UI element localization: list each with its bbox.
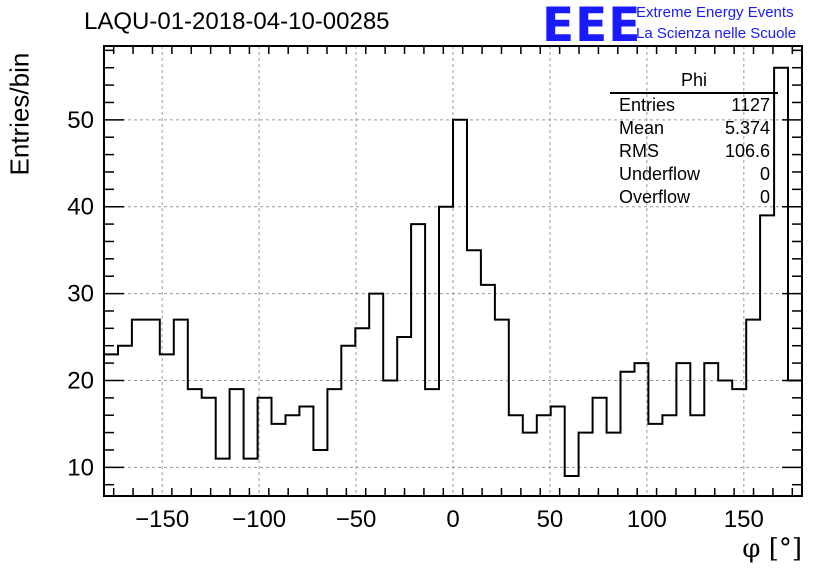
stats-title: Phi (610, 70, 778, 94)
stats-label: Mean (619, 118, 665, 138)
y-tick-label: 10 (67, 454, 94, 481)
stats-row-underflow: Underflow 0 (610, 163, 778, 186)
stats-label: RMS (619, 141, 659, 161)
x-tick-label: 50 (537, 506, 564, 533)
stats-row-overflow: Overflow 0 (610, 186, 778, 209)
stats-value: 1127 (731, 95, 770, 115)
y-tick-label: 50 (67, 107, 94, 134)
stats-row-entries: Entries 1127 (610, 94, 778, 117)
y-axis-label: Entries/bin (4, 52, 35, 176)
stats-label: Overflow (619, 187, 691, 207)
x-axis-label: φ [°] (742, 534, 802, 564)
histogram-outline (104, 66, 802, 477)
plot-title: LAQU-01-2018-04-10-00285 (84, 8, 390, 35)
stats-value: 5.374 (724, 118, 770, 138)
logo-line-2: La Scienza nelle Scuole (636, 25, 797, 42)
stats-label: Entries (619, 95, 676, 115)
tick-labels: −150 −100 −50 0 50 100 150 10 20 30 40 50 (67, 107, 764, 533)
axis-ticks (104, 46, 802, 496)
y-tick-label: 30 (67, 281, 94, 308)
stats-box: Phi Entries 1127 Mean 5.374 RMS 106.6 Un… (610, 70, 778, 209)
logo-line-1: Extreme Energy Events (636, 4, 794, 21)
x-tick-label: 150 (724, 506, 764, 533)
stats-row-rms: RMS 106.6 (610, 140, 778, 163)
x-tick-label: 0 (446, 506, 459, 533)
y-tick-label: 40 (67, 194, 94, 221)
eee-logo: EEE (542, 0, 642, 53)
x-tick-label: −50 (336, 506, 377, 533)
x-tick-label: 100 (627, 506, 667, 533)
y-tick-label: 20 (67, 367, 94, 394)
stats-value: 0 (759, 164, 770, 184)
stats-value: 0 (759, 187, 770, 207)
stats-label: Underflow (619, 164, 701, 184)
x-tick-label: −150 (135, 506, 189, 533)
stats-value: 106.6 (724, 141, 770, 161)
plot-frame (103, 45, 803, 497)
stats-row-mean: Mean 5.374 (610, 117, 778, 140)
x-tick-label: −100 (232, 506, 286, 533)
